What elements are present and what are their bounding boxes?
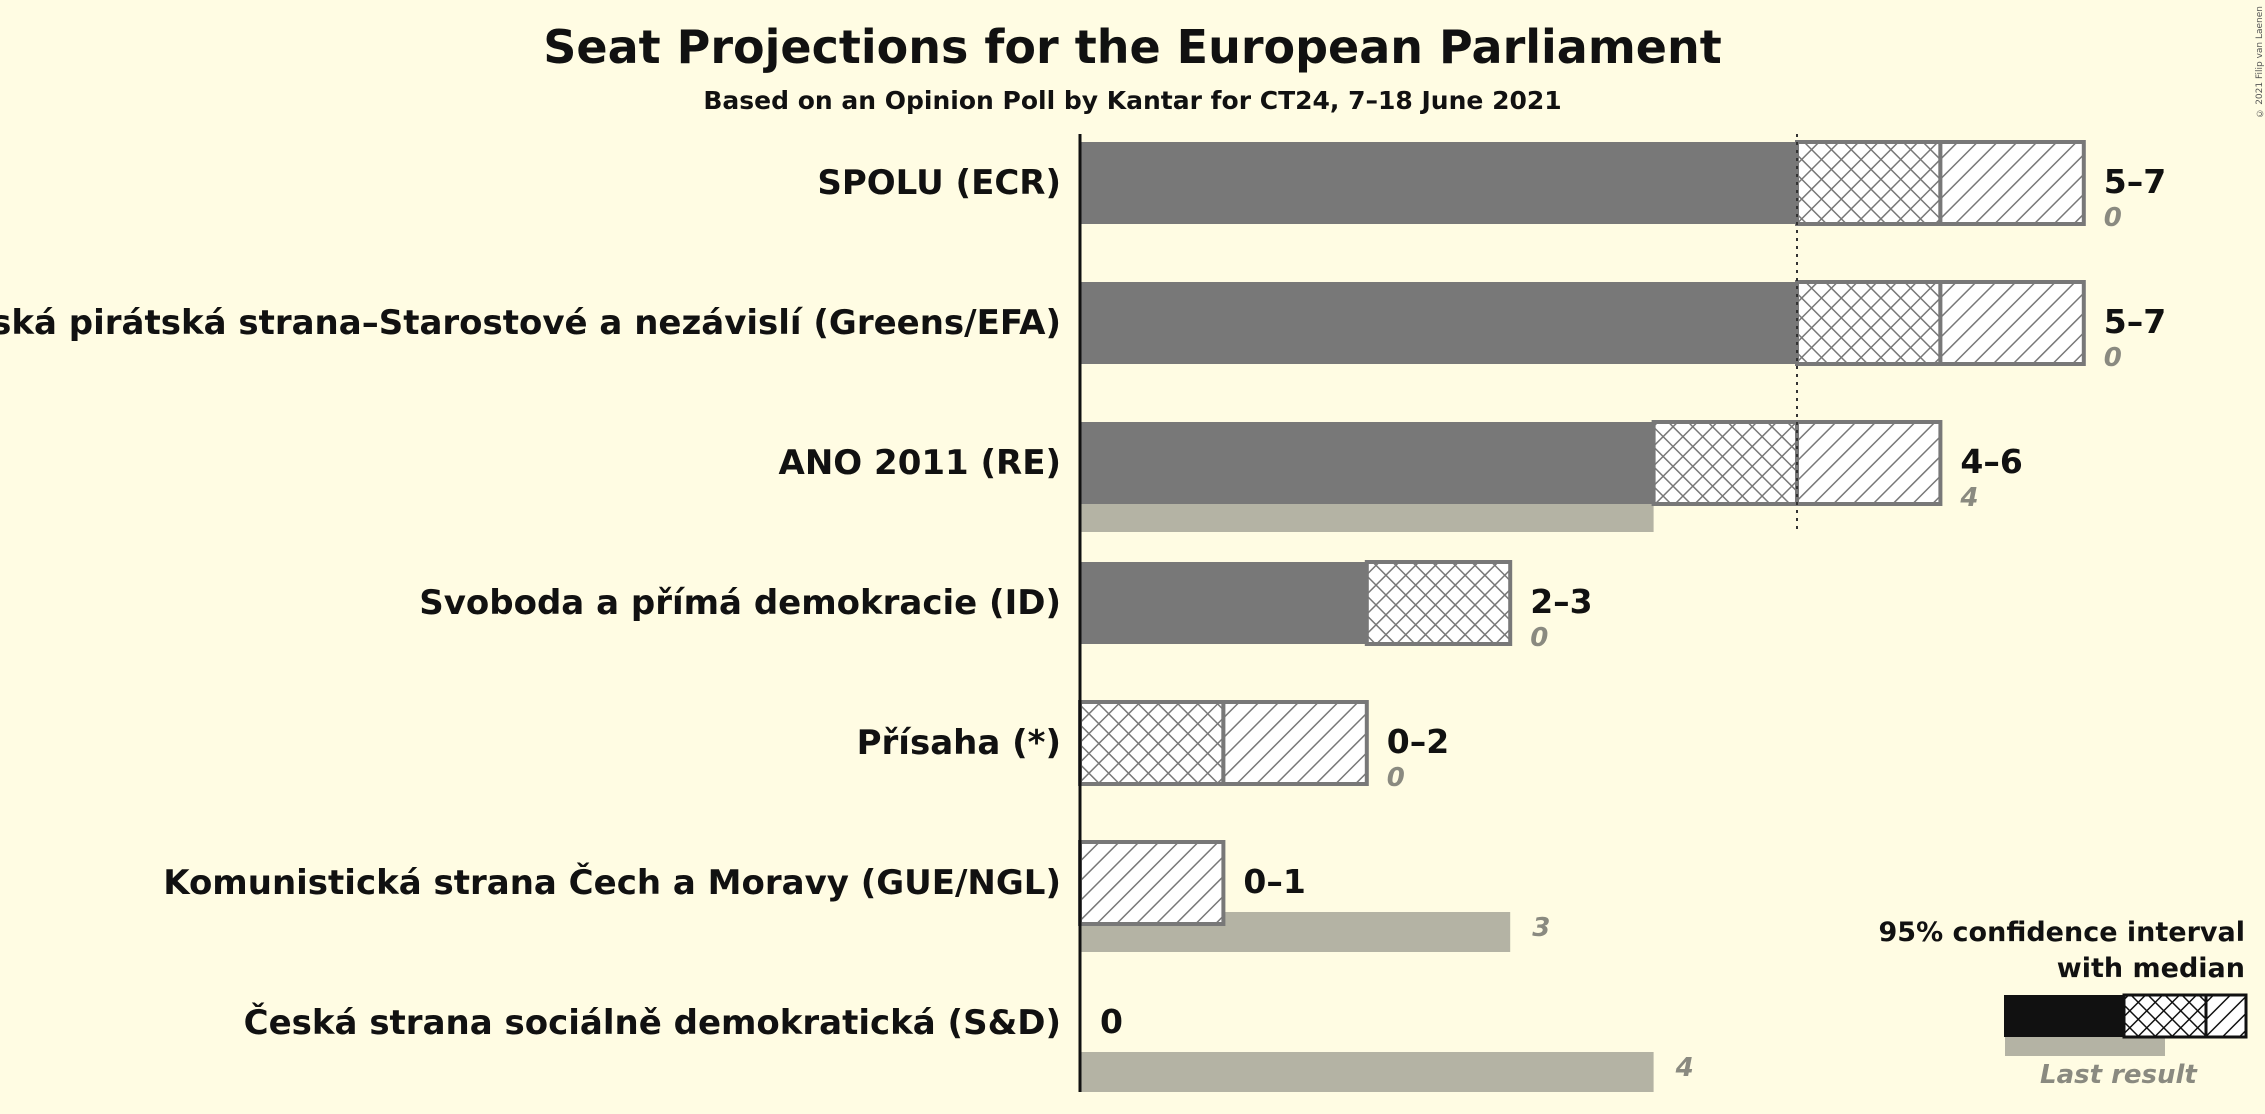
range-label: 4–6 [1960, 442, 2023, 481]
legend-title: 95% confidence interval with median [1879, 915, 2245, 987]
range-label: 0–2 [1386, 722, 1450, 761]
legend-crosshatch [2122, 993, 2208, 1039]
projection-bar-crosshatch [1078, 700, 1226, 786]
party-label: Komunistická strana Čech a Moravy (GUE/N… [163, 863, 1061, 903]
party-label: Česká pirátská strana–Starostové a nezáv… [0, 303, 1061, 343]
bars-layer [1078, 140, 2086, 1092]
party-label: Česká strana sociálně demokratická (S&D) [243, 1003, 1061, 1043]
legend-diaghatch [2204, 993, 2248, 1039]
last-result-label: 4 [1960, 483, 1979, 513]
legend-title-line2: with median [2056, 953, 2245, 984]
range-label: 5–7 [2103, 162, 2167, 201]
party-label: Přísaha (*) [856, 723, 1061, 763]
projection-bar-solid [1080, 142, 1797, 224]
page-title: Seat Projections for the European Parlia… [543, 20, 1722, 74]
legend-last-result-label: Last result [2040, 1060, 2197, 1090]
projection-bar-solid [1080, 562, 1367, 644]
range-label: 2–3 [1530, 582, 1593, 621]
last-result-label: 3 [1532, 913, 1551, 943]
legend-graphic [2004, 993, 2248, 1056]
range-label: 0–1 [1243, 862, 1306, 901]
projection-bar-diaghatch [1938, 140, 2086, 226]
projection-bar-solid [1080, 282, 1797, 364]
projection-bar-crosshatch [1651, 420, 1799, 506]
party-label: ANO 2011 (RE) [778, 443, 1061, 483]
last-result-label: 0 [2103, 203, 2122, 233]
projection-bar-crosshatch [1795, 280, 1943, 366]
party-label: SPOLU (ECR) [817, 163, 1061, 203]
projection-bar-crosshatch [1795, 140, 1943, 226]
range-label: 0 [1100, 1002, 1123, 1041]
last-result-label: 4 [1675, 1053, 1694, 1083]
projection-bar-solid [1080, 422, 1654, 504]
projection-bar-diaghatch [1795, 420, 1943, 506]
last-result-bar [1080, 1052, 1654, 1092]
projection-bar-diaghatch [1078, 840, 1226, 926]
legend-last-result-bar [2005, 1036, 2165, 1056]
last-result-label: 0 [1386, 763, 1405, 793]
projection-bar-crosshatch [1364, 560, 1513, 646]
last-result-label: 0 [2103, 343, 2122, 373]
range-label: 5–7 [2103, 302, 2167, 341]
projection-bar-diaghatch [1221, 700, 1369, 786]
last-result-label: 0 [1530, 623, 1549, 653]
legend-median-bar [2004, 995, 2124, 1037]
party-label: Svoboda a přímá demokracie (ID) [419, 583, 1061, 623]
page-subtitle: Based on an Opinion Poll by Kantar for C… [703, 86, 1562, 115]
legend-title-line1: 95% confidence interval [1878, 917, 2245, 948]
projection-bar-diaghatch [1938, 280, 2086, 366]
